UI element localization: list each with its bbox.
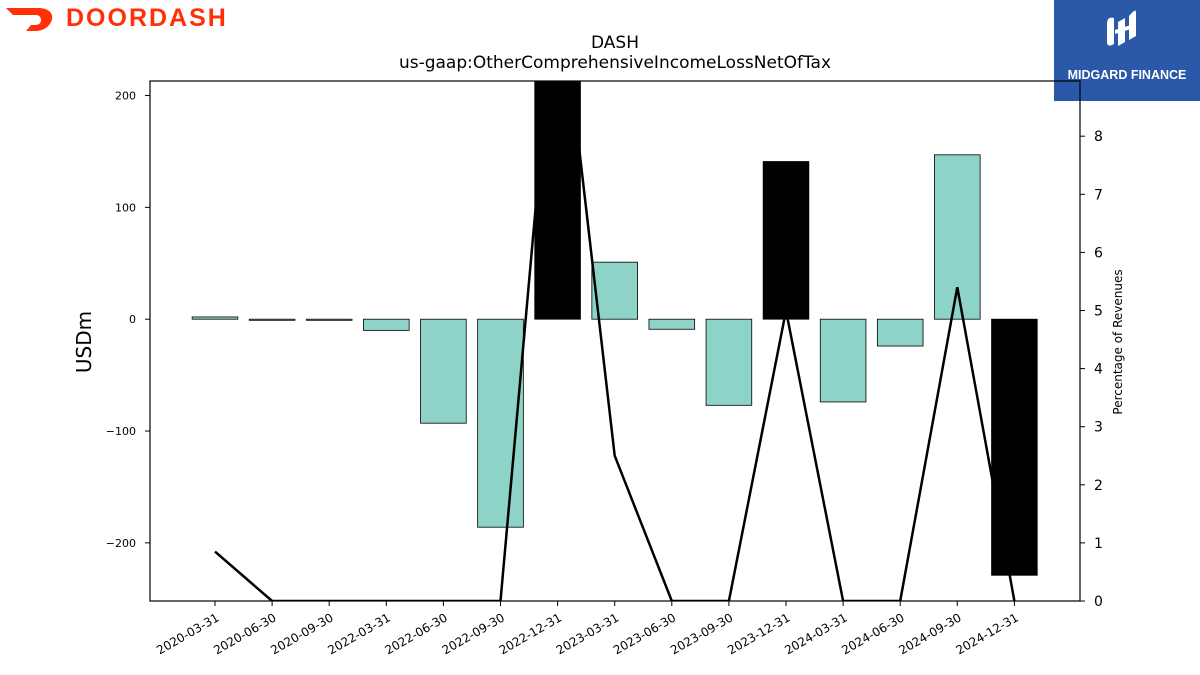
bar-2023-06-30 [648, 318, 696, 330]
bar-2024-12-31 [991, 318, 1038, 576]
chart-title: DASH [591, 33, 639, 53]
chart-subtitle: us-gaap:OtherComprehensiveIncomeLossNetO… [399, 53, 831, 73]
bar-2024-09-30 [934, 154, 981, 320]
y2-tick-label: 1 [1094, 536, 1103, 552]
x-tick-label: 2024-12-31 [953, 610, 1020, 657]
brand-name: DOORDASH [66, 4, 228, 32]
x-tick-label: 2024-09-30 [896, 610, 963, 657]
x-tick-label: 2022-03-31 [325, 610, 392, 657]
pct-line-group [214, 81, 1016, 601]
x-tick-label: 2022-09-30 [440, 610, 507, 657]
bar-2023-03-31 [591, 261, 638, 320]
y-tick-label: 0 [129, 313, 136, 326]
bar-2022-06-30 [420, 318, 467, 424]
midgard-finance-logo: MIDGARD FINANCE [1054, 0, 1200, 101]
bar-2023-12-31 [762, 161, 810, 320]
y2-tick-label: 5 [1094, 303, 1103, 319]
x-tick-label: 2022-06-30 [382, 610, 449, 657]
x-tick-label: 2023-09-30 [668, 610, 735, 657]
x-tick-label: 2023-03-31 [554, 610, 621, 657]
x-tick-label: 2020-06-30 [211, 610, 278, 657]
y2-tick-label: 7 [1094, 187, 1103, 203]
bar-2020-06-30 [248, 318, 296, 321]
bar-2023-09-30 [705, 318, 753, 406]
midgard-logo-icon [1107, 10, 1136, 46]
y-tick-label: 100 [115, 201, 136, 214]
doordash-logo-icon [6, 7, 53, 31]
bar-2022-12-31 [534, 81, 581, 320]
x-tick-label: 2022-12-31 [497, 610, 564, 657]
bar-2024-06-30 [876, 318, 924, 347]
y2-axis-label: Percentage of Revenues [1111, 269, 1125, 414]
y2-tick-label: 2 [1094, 478, 1103, 494]
bars-group [191, 81, 1038, 576]
bar-2020-03-31 [191, 316, 239, 320]
y2-tick-label: 0 [1094, 594, 1103, 610]
x-tick-label: 2023-06-30 [611, 610, 678, 657]
bar-2020-09-30 [305, 318, 353, 321]
pct-of-revenues-line [214, 81, 1016, 601]
x-tick-label: 2020-03-31 [154, 610, 221, 657]
bar-2022-03-31 [363, 318, 410, 331]
y-axis-label: USDm [72, 311, 96, 373]
doordash-logo: DOORDASH [4, 4, 228, 33]
bar-2024-03-31 [819, 318, 867, 403]
x-tick-label: 2024-06-30 [839, 610, 906, 657]
partner-name: MIDGARD FINANCE [1067, 68, 1187, 82]
x-tick-label: 2024-03-31 [782, 610, 849, 657]
y2-tick-label: 6 [1094, 245, 1103, 261]
y-tick-label: 200 [115, 90, 136, 103]
y-tick-label: −100 [106, 425, 136, 438]
x-tick-label: 2020-09-30 [268, 610, 335, 657]
y-tick-label: −200 [106, 537, 136, 550]
bar-2022-09-30 [477, 318, 524, 528]
y2-tick-label: 8 [1094, 129, 1103, 145]
y2-tick-label: 3 [1094, 420, 1103, 436]
y2-tick-label: 4 [1094, 362, 1103, 378]
x-tick-label: 2023-12-31 [725, 610, 792, 657]
